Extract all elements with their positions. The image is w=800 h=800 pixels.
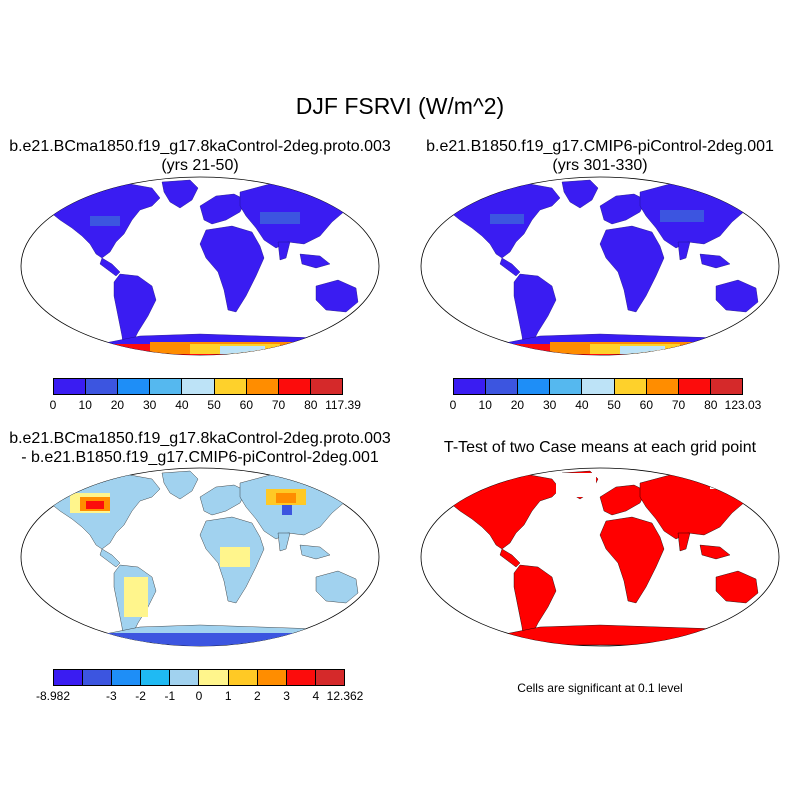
top-right-colorbar-tick-label: 30 xyxy=(542,398,557,412)
top-left-colorbar-tick-label: 40 xyxy=(175,398,189,412)
top-left-colorbar-box xyxy=(54,379,87,394)
top-left-colorbar-box xyxy=(86,379,119,394)
top-right-title-line2: (yrs 301-330) xyxy=(552,157,648,174)
bottom-left-colorbar-box xyxy=(199,670,229,685)
top-left-colorbar-box xyxy=(214,379,247,394)
bottom-left-colorbar-tick-label: 2 xyxy=(254,689,261,703)
top-right-colorbar-tick-label: 60 xyxy=(639,398,654,412)
bottom-left-colorbar-tick-label: 3 xyxy=(283,689,290,703)
significance-note: Cells are significant at 0.1 level xyxy=(517,681,683,695)
top-right-colorbar-box xyxy=(486,379,519,394)
top-right-colorbar-box xyxy=(518,379,551,394)
top-right-colorbar-tick-label: 70 xyxy=(671,398,686,412)
top-right-colorbar-box xyxy=(582,379,615,394)
bottom-left-colorbar-tick-label: -8.982 xyxy=(35,689,71,703)
bottom-left-map xyxy=(20,467,380,647)
top-left-colorbar-tick-label: 10 xyxy=(78,398,92,412)
bottom-left-colorbar-boxes xyxy=(53,669,345,686)
bottom-left-colorbar-tick-label: 1 xyxy=(224,689,232,703)
top-left-map xyxy=(20,176,380,356)
bottom-left-colorbar-tick-label: 4 xyxy=(312,689,320,703)
top-right-colorbar-box xyxy=(454,379,487,394)
top-right-colorbar-tick-label: 40 xyxy=(575,398,589,412)
top-right-colorbar-tick-label: 123.03 xyxy=(724,398,762,412)
top-left-title-line1: b.e21.BCma1850.f19_g17.8kaControl-2deg.p… xyxy=(9,138,391,155)
bottom-left-title-line1: b.e21.BCma1850.f19_g17.8kaControl-2deg.p… xyxy=(9,430,391,447)
bottom-left-title-line2: - b.e21.B1850.f19_g17.CMIP6-piControl-2d… xyxy=(21,449,379,466)
top-left-colorbar-box xyxy=(182,379,215,394)
bottom-left-colorbar-box xyxy=(257,670,287,685)
bottom-left-colorbar-box xyxy=(170,670,200,685)
bottom-left-colorbar-box xyxy=(54,670,84,685)
top-left-colorbar-box xyxy=(278,379,311,394)
top-right-colorbar-tick-label: 50 xyxy=(607,398,621,412)
top-left-colorbar-tick-label: 20 xyxy=(110,398,125,412)
top-left-colorbar-boxes xyxy=(53,378,343,395)
figure-title: DJF FSRVI (W/m^2) xyxy=(295,93,505,119)
top-left-panel-title: b.e21.BCma1850.f19_g17.8kaControl-2deg.p… xyxy=(0,137,400,175)
top-right-colorbar-tick-label: 80 xyxy=(704,398,718,412)
bottom-left-colorbar-tick-label: -2 xyxy=(135,689,146,703)
bottom-left-colorbar-box xyxy=(228,670,258,685)
top-left-colorbar-tick-label: 60 xyxy=(239,398,254,412)
top-left-colorbar-tick-label: 70 xyxy=(271,398,286,412)
bottom-left-colorbar-tick-label: 12.362 xyxy=(326,689,364,703)
top-left-colorbar-tick-label: 80 xyxy=(304,398,318,412)
bottom-left-colorbar-box xyxy=(112,670,142,685)
top-right-title-line1: b.e21.B1850.f19_g17.CMIP6-piControl-2deg… xyxy=(426,138,774,155)
bottom-left-panel-title: b.e21.BCma1850.f19_g17.8kaControl-2deg.p… xyxy=(0,429,400,467)
top-left-colorbar-tick-label: 50 xyxy=(207,398,221,412)
top-right-colorbar-box xyxy=(550,379,583,394)
top-right-colorbar-tick-label: 20 xyxy=(510,398,525,412)
bottom-left-colorbar-box xyxy=(141,670,171,685)
top-left-colorbar-box xyxy=(246,379,279,394)
top-right-panel-title: b.e21.B1850.f19_g17.CMIP6-piControl-2deg… xyxy=(400,137,800,175)
bottom-left-colorbar-tick-label: -3 xyxy=(106,689,117,703)
top-right-colorbar-boxes xyxy=(453,378,743,395)
bottom-left-colorbar-box xyxy=(83,670,113,685)
bottom-right-map xyxy=(420,467,780,647)
top-left-colorbar-tick-label: 30 xyxy=(142,398,157,412)
top-left-title-line2: (yrs 21-50) xyxy=(161,157,239,174)
bottom-left-colorbar-box xyxy=(315,670,344,685)
top-right-colorbar-tick-label: 0 xyxy=(449,398,457,412)
bottom-left-colorbar-tick-label: -1 xyxy=(164,689,176,703)
top-right-colorbar-box xyxy=(678,379,711,394)
top-left-colorbar-box xyxy=(118,379,151,394)
top-left-colorbar-tick-label: 0 xyxy=(49,398,57,412)
top-left-colorbar-tick-label: 117.39 xyxy=(325,398,361,412)
top-right-map xyxy=(420,176,780,356)
top-right-colorbar-tick-label: 10 xyxy=(478,398,492,412)
bottom-left-colorbar-tick-label: 0 xyxy=(195,689,203,703)
top-left-colorbar-box xyxy=(310,379,342,394)
bottom-left-colorbar-box xyxy=(286,670,316,685)
top-right-colorbar-box xyxy=(646,379,679,394)
top-right-colorbar-box xyxy=(614,379,647,394)
top-right-colorbar-box xyxy=(710,379,742,394)
bottom-right-panel-title: T-Test of two Case means at each grid po… xyxy=(443,439,757,456)
top-left-colorbar-box xyxy=(150,379,183,394)
